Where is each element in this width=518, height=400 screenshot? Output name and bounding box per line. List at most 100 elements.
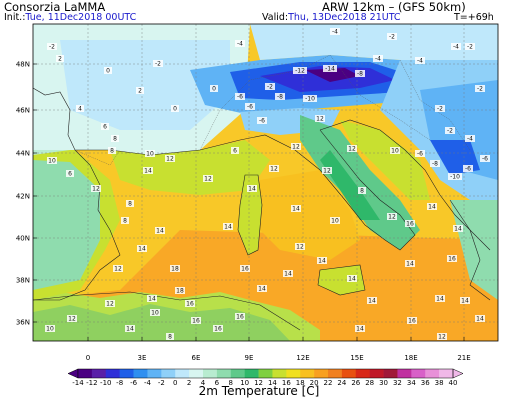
value-label: 8 [113,136,117,143]
colorbar-label: 24 [337,379,346,387]
value-label: 8 [123,218,127,225]
value-label-bg [465,43,475,50]
colorbar-swatch [300,369,315,378]
colorbar-swatch [328,369,343,378]
value-label: 14 [284,271,292,278]
value-label-bg [185,300,195,307]
colorbar-label: 0 [173,379,177,387]
value-label: 14 [292,206,300,213]
value-label: 10 [48,158,56,165]
value-label-bg [91,185,101,192]
colorbar-swatch [147,369,162,378]
value-label: 12 [270,166,278,173]
value-label: 16 [448,256,456,263]
colorbar-label: 8 [229,379,233,387]
value-label-bg [175,287,185,294]
colorbar-label: 12 [254,379,263,387]
value-label-bg [126,200,134,207]
value-label: -6 [259,118,265,125]
value-label-bg [317,257,327,264]
value-label: 10 [46,326,54,333]
value-label-bg [291,205,301,212]
value-label-bg [465,135,475,142]
colorbar-swatch [175,369,190,378]
value-label: 14 [428,204,436,211]
lon-tick-label: 21E [457,354,470,362]
value-label-bg [315,115,325,122]
value-label-bg [257,117,267,124]
colorbar-swatch [411,369,426,378]
value-label: 12 [166,156,174,163]
value-label: -12 [295,68,305,75]
value-label-bg [235,40,245,47]
value-label-bg [235,93,245,100]
colorbar-swatch [189,369,204,378]
lon-tick-label: 3E [138,354,147,362]
value-label: 18 [171,266,179,273]
value-label-bg [407,317,417,324]
colorbar-title: 2m Temperature [C] [198,384,320,398]
value-label: -10 [305,96,315,103]
value-label: 12 [323,168,331,175]
value-label-bg [293,67,307,74]
value-label-bg [355,70,365,77]
value-label-bg [265,83,275,90]
value-label-bg [210,85,218,92]
value-label: 12 [296,244,304,251]
value-label-bg [347,145,357,152]
value-label-bg [367,297,377,304]
value-label: -4 [453,44,459,51]
value-label: 14 [126,326,134,333]
value-label-bg [405,220,415,227]
value-label-bg [247,185,257,192]
value-label: 14 [406,261,414,268]
value-label: -2 [49,44,55,51]
value-label-bg [387,213,397,220]
value-label-bg [191,317,201,324]
value-label-bg [390,147,400,154]
value-label-bg [415,150,425,157]
value-label: 6 [68,171,72,178]
value-label-bg [145,150,155,157]
value-label-bg [405,260,415,267]
value-label-bg [108,147,116,154]
latitude-ticks: 48N 46N 44N 42N 40N 38N 36N [16,61,37,327]
colorbar-swatch [439,369,454,378]
lon-tick-label: 12E [296,354,309,362]
value-label-bg [101,123,109,130]
value-label: 0 [173,106,177,113]
colorbar-label: -2 [158,379,165,387]
value-label-bg [269,165,279,172]
value-label-bg [475,315,485,322]
value-label: -4 [375,56,381,63]
value-label-bg [67,315,77,322]
value-label: 10 [151,310,159,317]
value-label-bg [147,295,157,302]
value-label: 16 [186,301,194,308]
value-label-bg [475,85,485,92]
colorbar-swatch [286,369,301,378]
value-label: -2 [467,44,473,51]
value-label-bg [150,309,160,316]
value-label-bg [113,265,123,272]
value-label-bg [330,28,340,35]
value-label: 10 [331,218,339,225]
value-label-bg [435,295,445,302]
value-label: 14 [224,224,232,231]
value-label-bg [448,173,462,180]
value-label: 16 [408,318,416,325]
value-label: 8 [360,188,364,195]
value-label-bg [66,170,74,177]
value-label: 12 [292,144,300,151]
value-label: 8 [168,334,172,341]
value-label-bg [47,157,57,164]
colorbar-label: 4 [201,379,206,387]
value-label: 16 [406,221,414,228]
colorbar-label: 6 [215,379,220,387]
colorbar-swatch [272,369,287,378]
value-label: 12 [68,316,76,323]
colorbar-swatch [230,369,245,378]
value-label: 12 [316,116,324,123]
value-label: -4 [417,58,423,65]
